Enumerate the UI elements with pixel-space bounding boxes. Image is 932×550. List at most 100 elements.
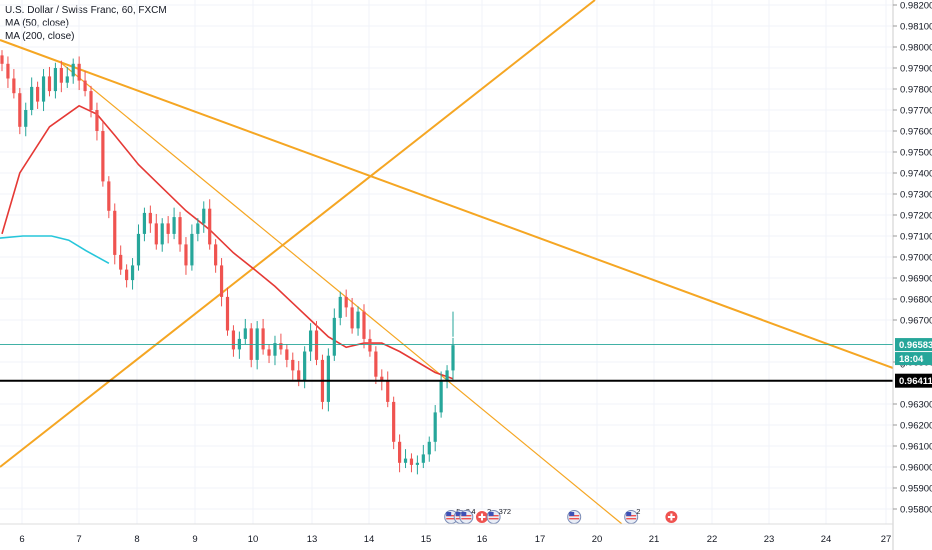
y-tick-label: 0.97500	[900, 148, 932, 159]
current-price-tag: 0.96583	[895, 338, 932, 352]
candle-body	[65, 76, 69, 83]
candle-body	[41, 76, 46, 102]
legend-ma200: MA (200, close)	[5, 31, 75, 42]
ch-flag-icon[interactable]: 2	[475, 507, 492, 524]
candle-body	[225, 296, 230, 331]
candle-body	[237, 338, 241, 350]
candle-body	[30, 86, 34, 110]
y-tick-label: 0.97700	[900, 106, 932, 117]
candle-body	[24, 110, 28, 127]
candle-body	[303, 351, 307, 381]
candle-body	[0, 55, 4, 64]
y-tick-label: 0.97900	[900, 64, 932, 75]
us-flag-icon[interactable]: 372	[486, 507, 511, 524]
x-tick-label: 15	[421, 534, 432, 545]
candle-body	[18, 93, 22, 127]
trendline-descending-short	[59, 61, 623, 525]
x-tick-label: 24	[821, 534, 832, 545]
candle-body	[219, 265, 224, 297]
candle-body	[130, 265, 135, 281]
candle-body	[83, 80, 87, 92]
candle-body	[178, 217, 182, 245]
hline-price-tag: 0.96411	[895, 373, 932, 388]
us-canton	[569, 512, 575, 516]
current-price-tag-text: 0.96583	[899, 340, 932, 351]
candle-body	[291, 359, 295, 371]
candle-body	[184, 244, 188, 266]
us-canton	[446, 512, 452, 516]
candle-body	[136, 233, 141, 266]
us-stripe	[488, 518, 499, 520]
us-flag-icon[interactable]: 2	[624, 507, 641, 524]
us-canton	[461, 512, 467, 516]
candle-body	[154, 223, 158, 245]
y-tick-label: 0.97800	[900, 85, 932, 96]
candle-body	[107, 181, 111, 211]
candle-body	[308, 330, 313, 352]
x-tick-label: 16	[477, 534, 488, 545]
candle-body	[386, 380, 390, 402]
moving-averages	[0, 104, 454, 380]
candle-body	[160, 223, 164, 245]
candle-body	[326, 355, 330, 402]
trendlines	[0, 0, 894, 525]
us-stripe	[626, 518, 637, 520]
y-tick-label: 0.98000	[900, 43, 932, 54]
us-flag-icon[interactable]: 4	[459, 507, 476, 524]
candle-body	[332, 317, 336, 356]
x-tick-label: 8	[134, 534, 139, 545]
candle-body	[166, 223, 170, 234]
candle-body	[101, 131, 105, 182]
event-count: 2	[487, 507, 491, 516]
event-markers: 52423722	[444, 507, 679, 524]
candle-body	[208, 208, 212, 245]
candle-body	[148, 212, 152, 224]
candle-body	[71, 63, 75, 77]
candle-body	[314, 330, 319, 360]
candle-body	[113, 210, 117, 255]
us-stripe	[446, 518, 457, 520]
candle-body	[392, 401, 396, 442]
x-tick-label: 27	[881, 534, 892, 545]
y-tick-label: 0.96200	[900, 421, 932, 432]
y-tick-label: 0.96100	[900, 442, 932, 453]
candle-body	[451, 345, 455, 371]
horizontal-lines	[0, 344, 893, 382]
x-tick-label: 10	[248, 534, 259, 545]
ch-cross-h	[667, 516, 675, 518]
candle-body	[53, 68, 58, 92]
candle-body	[285, 349, 289, 360]
candle-body	[297, 370, 301, 381]
candle-body	[421, 454, 425, 463]
chart-legend: U.S. Dollar / Swiss Franc, 60, FXCM MA (…	[5, 4, 167, 43]
countdown-tag-text: 18:04	[899, 354, 924, 365]
candle-body	[255, 328, 259, 360]
candle-body	[409, 458, 414, 465]
y-tick-label: 0.96700	[900, 316, 932, 327]
candle-body	[95, 110, 99, 131]
candle-body	[214, 244, 218, 266]
candle-body	[338, 296, 342, 318]
candle-body	[344, 296, 348, 308]
y-tick-label: 0.97200	[900, 211, 932, 222]
candle-body	[350, 307, 354, 329]
ma50-line	[1, 104, 454, 380]
candle-body	[356, 311, 360, 329]
us-stripe	[461, 518, 472, 520]
candle-body	[261, 328, 265, 350]
candle-body	[47, 76, 52, 92]
y-tick-label: 0.96000	[900, 463, 932, 474]
us-flag-icon[interactable]	[567, 510, 582, 524]
candle-body	[267, 349, 271, 356]
candle-body	[6, 63, 10, 79]
trendline-descending-long	[0, 39, 894, 369]
candle-body	[243, 328, 247, 339]
ch-flag-icon[interactable]	[664, 510, 679, 524]
ch-cross-h	[478, 516, 486, 518]
chart-grid	[0, 0, 893, 524]
y-tick-label: 0.98100	[900, 22, 932, 33]
countdown-tag-bg	[895, 352, 932, 366]
ma200-line	[0, 235, 110, 265]
hline-price-tag-bg	[895, 373, 932, 388]
